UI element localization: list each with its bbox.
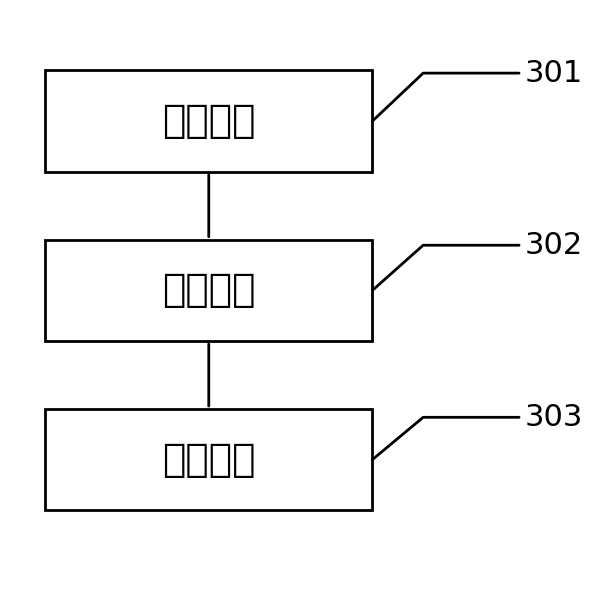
FancyBboxPatch shape	[45, 409, 372, 510]
Text: 显示模块: 显示模块	[162, 102, 255, 140]
Text: 接收模块: 接收模块	[162, 271, 255, 310]
FancyBboxPatch shape	[45, 240, 372, 341]
Text: 响应模块: 响应模块	[162, 440, 255, 478]
Text: 301: 301	[525, 59, 583, 88]
Text: 303: 303	[525, 403, 583, 432]
Text: 302: 302	[525, 231, 583, 260]
FancyBboxPatch shape	[45, 70, 372, 172]
